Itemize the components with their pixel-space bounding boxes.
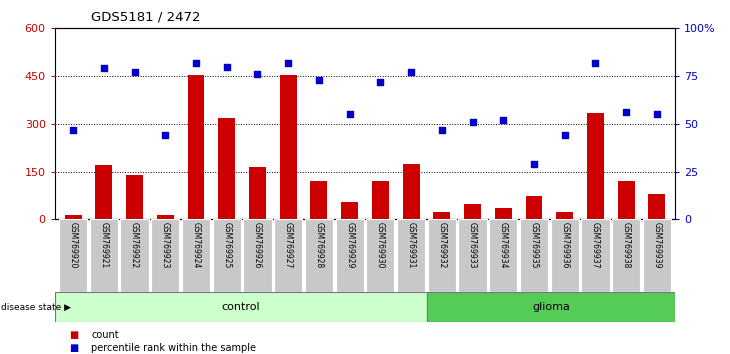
Bar	[126, 175, 143, 219]
Text: GSM769939: GSM769939	[653, 222, 661, 268]
Bar	[310, 181, 327, 219]
Bar	[434, 211, 450, 219]
Point	[252, 72, 264, 77]
Point	[374, 79, 386, 85]
Bar	[120, 219, 149, 292]
Bar	[587, 113, 604, 219]
Bar	[550, 219, 579, 292]
Bar	[458, 219, 487, 292]
Bar	[90, 219, 118, 292]
Point	[159, 132, 171, 138]
Text: GSM769934: GSM769934	[499, 222, 508, 268]
Text: GSM769930: GSM769930	[376, 222, 385, 268]
Point	[221, 64, 233, 69]
Point	[344, 112, 356, 117]
Text: GSM769931: GSM769931	[407, 222, 415, 268]
Bar	[556, 211, 573, 219]
Text: GSM769920: GSM769920	[69, 222, 77, 268]
Text: disease state ▶: disease state ▶	[1, 303, 72, 312]
Bar	[249, 167, 266, 219]
Text: GSM769926: GSM769926	[253, 222, 262, 268]
Text: GSM769928: GSM769928	[315, 222, 323, 268]
Point	[436, 127, 447, 132]
Point	[590, 60, 602, 65]
Point	[283, 60, 294, 65]
Bar	[642, 219, 671, 292]
Point	[191, 60, 202, 65]
Text: ■: ■	[69, 330, 79, 339]
Bar	[464, 204, 481, 219]
Bar	[218, 118, 235, 219]
Bar	[526, 195, 542, 219]
Bar	[188, 75, 204, 219]
Point	[651, 112, 663, 117]
Bar	[212, 219, 241, 292]
Bar	[243, 219, 272, 292]
Text: GSM769923: GSM769923	[161, 222, 170, 268]
Bar	[403, 164, 420, 219]
Point	[528, 161, 539, 167]
Bar	[274, 219, 302, 292]
Bar	[96, 165, 112, 219]
Point	[67, 127, 79, 132]
Point	[497, 117, 509, 123]
Point	[620, 110, 632, 115]
Text: ■: ■	[69, 343, 79, 353]
Text: GSM769925: GSM769925	[222, 222, 231, 268]
Text: GSM769922: GSM769922	[130, 222, 139, 268]
Bar	[581, 219, 610, 292]
Text: GSM769936: GSM769936	[560, 222, 569, 268]
Bar	[157, 215, 174, 219]
Text: GSM769935: GSM769935	[529, 222, 539, 268]
Bar	[65, 215, 82, 219]
Text: GSM769929: GSM769929	[345, 222, 354, 268]
Text: GSM769933: GSM769933	[468, 222, 477, 268]
Bar	[151, 219, 180, 292]
Bar	[397, 219, 425, 292]
Bar	[489, 219, 518, 292]
Text: GDS5181 / 2472: GDS5181 / 2472	[91, 11, 201, 24]
Text: GSM769921: GSM769921	[99, 222, 108, 268]
Bar	[612, 219, 640, 292]
Bar	[495, 208, 512, 219]
Bar	[55, 292, 427, 322]
Text: GSM769924: GSM769924	[191, 222, 201, 268]
Point	[559, 132, 571, 138]
Bar	[336, 219, 364, 292]
Point	[313, 77, 325, 83]
Bar	[618, 181, 634, 219]
Point	[98, 65, 110, 71]
Bar	[427, 292, 675, 322]
Bar	[366, 219, 394, 292]
Point	[128, 69, 140, 75]
Bar	[341, 202, 358, 219]
Bar	[520, 219, 548, 292]
Point	[466, 119, 478, 125]
Bar	[59, 219, 88, 292]
Point	[405, 69, 417, 75]
Bar	[280, 75, 296, 219]
Text: count: count	[91, 330, 119, 339]
Text: GSM769932: GSM769932	[437, 222, 446, 268]
Text: GSM769938: GSM769938	[622, 222, 631, 268]
Bar	[428, 219, 456, 292]
Text: GSM769937: GSM769937	[591, 222, 600, 268]
Bar	[372, 181, 389, 219]
Text: glioma: glioma	[532, 302, 570, 312]
Text: GSM769927: GSM769927	[284, 222, 293, 268]
Bar	[305, 219, 333, 292]
Text: control: control	[222, 302, 260, 312]
Bar	[648, 194, 665, 219]
Text: percentile rank within the sample: percentile rank within the sample	[91, 343, 256, 353]
Bar	[182, 219, 210, 292]
